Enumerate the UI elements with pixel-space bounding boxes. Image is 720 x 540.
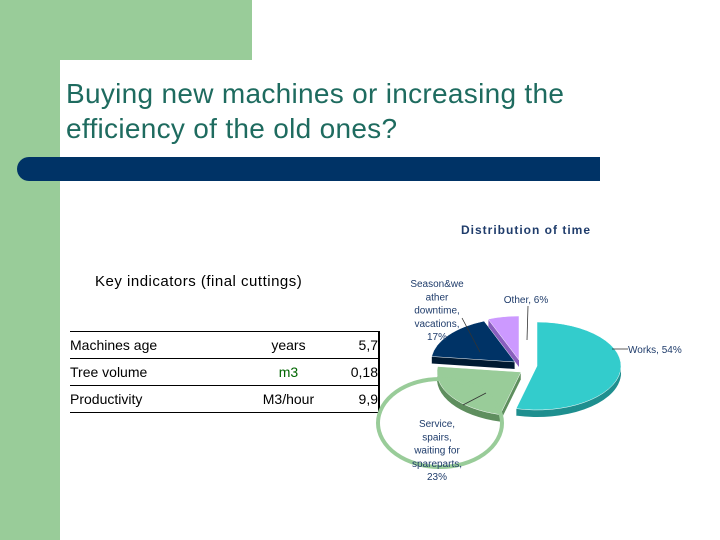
slide-title-line-2: efficiency of the old ones? — [66, 113, 398, 144]
pie-label-service: Service, — [419, 419, 455, 430]
leader-line — [526, 305, 529, 341]
pie-label-service: spairs, — [422, 432, 451, 443]
pie-label-works: Works, 54% — [628, 345, 682, 356]
key-indicators-title: Key indicators (final cuttings) — [95, 273, 303, 290]
sidebar-green-band — [0, 0, 60, 540]
table-row: Machines age years 5,7 — [70, 331, 380, 359]
indicator-unit: years — [246, 331, 331, 359]
pie-label-service: 23% — [427, 472, 447, 483]
pie-label-season: 17% — [427, 332, 447, 343]
indicator-value: 0,18 — [330, 358, 380, 386]
title-divider-bar — [17, 157, 600, 181]
highlight-ellipse — [376, 377, 504, 469]
slide-title-line-1: Buying new machines or increasing the — [66, 78, 565, 109]
chart-title: Distribution of time — [461, 223, 591, 237]
pie-label-service: spareparts, — [412, 459, 462, 470]
pie-label-season: downtime, — [414, 306, 460, 317]
indicator-label: Productivity — [70, 385, 247, 413]
indicator-unit: m3 — [246, 358, 331, 386]
leader-line — [462, 392, 487, 406]
pie-label-other: Other, 6% — [504, 295, 549, 306]
pie-slice — [515, 321, 622, 411]
table-row: Tree volume m3 0,18 — [70, 358, 380, 386]
indicator-label: Tree volume — [70, 358, 247, 386]
pie-label-season: ather — [426, 292, 449, 303]
table-row: Productivity M3/hour 9,9 — [70, 385, 380, 413]
pie-label-service: waiting for — [413, 446, 460, 457]
leader-line — [461, 317, 481, 353]
indicator-value: 5,7 — [330, 331, 380, 359]
indicator-unit: M3/hour — [246, 385, 331, 413]
pie-label-season: vacations, — [414, 319, 459, 330]
pie-slice — [431, 320, 516, 363]
indicator-value: 9,9 — [330, 385, 380, 413]
slide-title: Buying new machines or increasing the ef… — [66, 76, 706, 146]
key-indicators-table: Machines age years 5,7 Tree volume m3 0,… — [70, 331, 380, 413]
header-green-band — [60, 0, 252, 60]
indicator-label: Machines age — [70, 331, 247, 359]
pie-label-season: Season&we — [410, 279, 464, 290]
pie-slice — [487, 315, 520, 361]
